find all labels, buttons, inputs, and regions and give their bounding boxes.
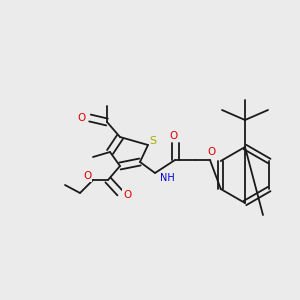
Text: O: O xyxy=(123,190,131,200)
Text: S: S xyxy=(149,136,157,146)
Text: O: O xyxy=(83,171,91,181)
Text: O: O xyxy=(78,113,86,123)
Text: O: O xyxy=(208,147,216,157)
Text: O: O xyxy=(169,131,177,141)
Text: NH: NH xyxy=(160,173,175,183)
